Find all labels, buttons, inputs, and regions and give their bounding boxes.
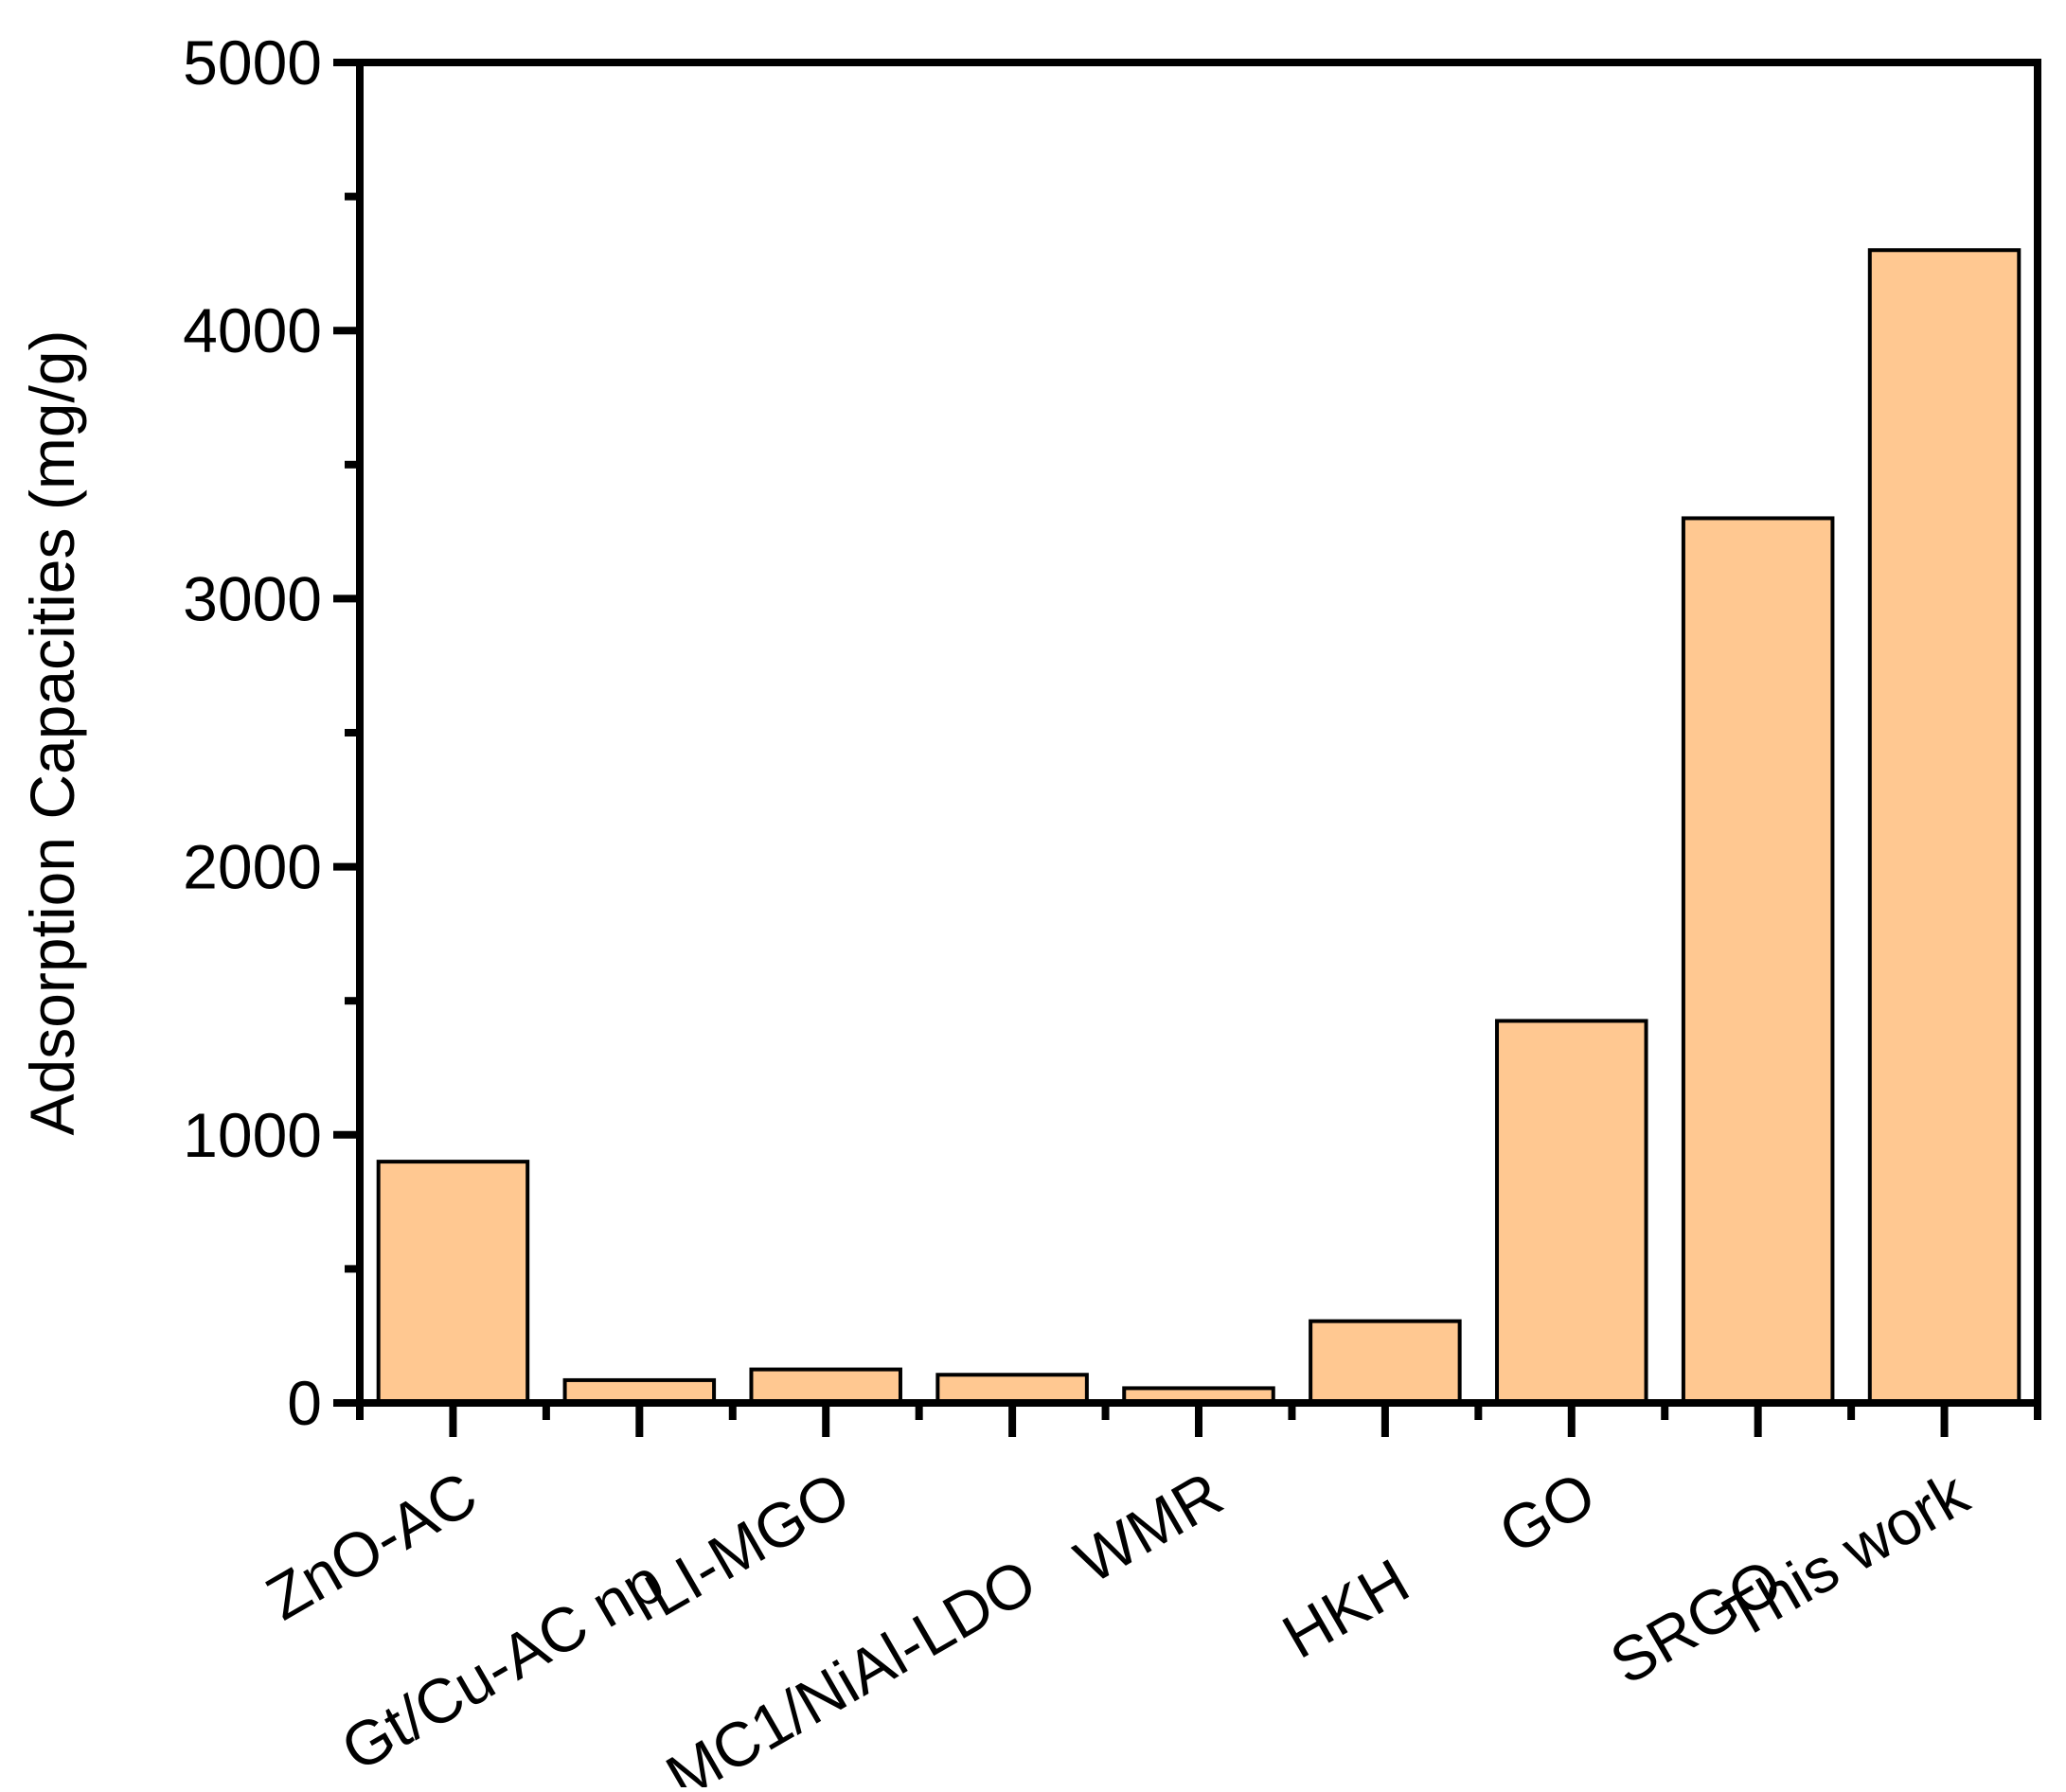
- x-category-label: GO: [1487, 1458, 1607, 1567]
- x-category-label: LI-MGO: [633, 1458, 861, 1629]
- y-tick-label: 0: [287, 1368, 322, 1438]
- x-category-label: Gt/Cu-AC np: [329, 1545, 674, 1784]
- x-category-label: WMR: [1063, 1458, 1234, 1597]
- bar-li-mgo: [749, 1367, 902, 1405]
- y-tick-label: 4000: [183, 295, 322, 365]
- y-axis-title: Adsorption Capacities (mg/g): [17, 329, 87, 1135]
- bar-hkh: [1309, 1319, 1462, 1406]
- y-ticks-group: 0 1000 2000 3000 4000 5000: [183, 27, 360, 1438]
- y-tick-label: 5000: [183, 27, 322, 98]
- bar-srgo: [1681, 516, 1835, 1405]
- bar-zno-ac: [376, 1160, 530, 1405]
- bars-group: [376, 248, 2021, 1406]
- bar-go: [1495, 1019, 1648, 1405]
- bar-mc1-nial-ldo: [935, 1373, 1089, 1406]
- x-category-label: HKH: [1271, 1545, 1420, 1672]
- y-tick-label: 3000: [183, 563, 322, 633]
- y-tick-label: 1000: [183, 1100, 322, 1170]
- bar-this-work: [1867, 248, 2021, 1405]
- x-category-label: ZnO-AC: [255, 1458, 489, 1633]
- y-tick-label: 2000: [183, 832, 322, 902]
